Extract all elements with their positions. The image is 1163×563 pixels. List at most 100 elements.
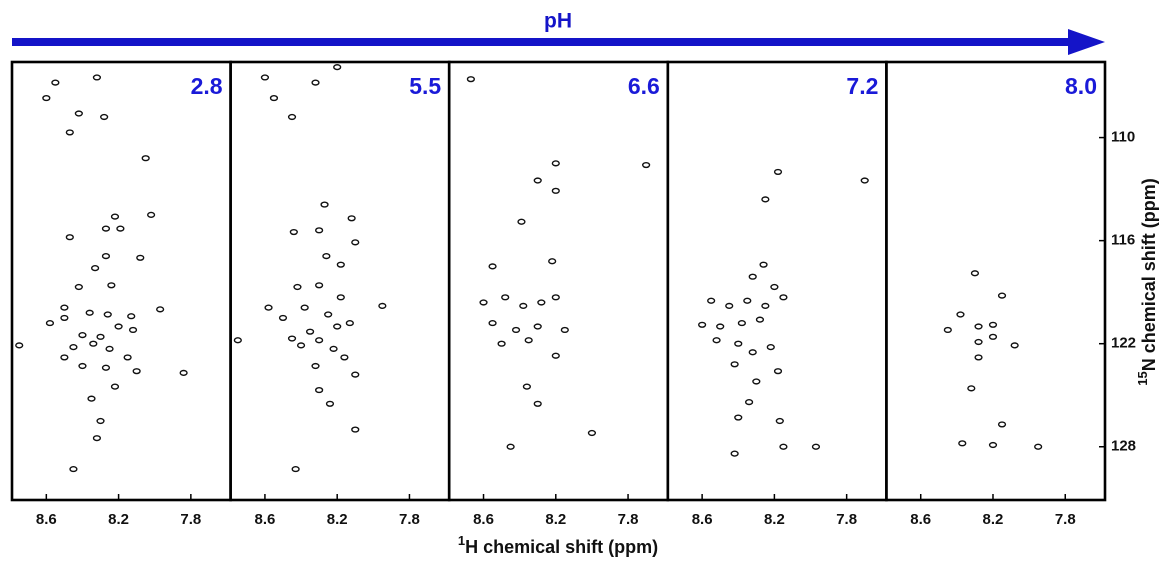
peak [974, 354, 983, 361]
peak [311, 79, 320, 86]
peak [289, 228, 298, 236]
panel-title: 8.0 [1065, 73, 1097, 99]
peak [329, 345, 338, 352]
panel-frame [10, 60, 232, 502]
x-tick-label: 8.2 [327, 511, 348, 528]
peak [488, 263, 497, 270]
x-axis-label: 1H chemical shift (ppm) [458, 533, 658, 556]
peak [105, 345, 114, 352]
peak [497, 340, 506, 347]
x-tick-label: 7.8 [180, 511, 201, 528]
peak [60, 354, 69, 361]
peak [340, 354, 349, 361]
y-axis-label: 15N chemical shift (ppm) [1135, 178, 1158, 386]
peak [65, 234, 74, 241]
peak [974, 338, 983, 346]
peak [734, 340, 743, 347]
x-tick-label: 8.2 [545, 511, 566, 528]
x-tick-label: 8.6 [692, 511, 713, 528]
peak [74, 110, 83, 117]
peak [287, 335, 297, 342]
peak [737, 319, 746, 327]
peak [1010, 342, 1019, 349]
peak [734, 414, 743, 421]
peak [967, 385, 976, 392]
peak [293, 283, 302, 291]
peak [744, 398, 754, 406]
peak [128, 326, 138, 334]
peak [773, 168, 783, 176]
peak [287, 113, 297, 121]
peak [811, 443, 821, 450]
peak [988, 321, 998, 328]
peak [101, 364, 111, 371]
peak [743, 297, 752, 304]
peak [759, 261, 768, 268]
peak [78, 362, 87, 370]
ph-arrow-head [1068, 29, 1105, 55]
peak [87, 395, 96, 402]
peak [779, 294, 788, 301]
peak [716, 323, 725, 330]
peak [92, 435, 102, 442]
peak [511, 326, 521, 334]
peak [501, 294, 510, 301]
panel-frame [666, 60, 888, 502]
peak [264, 304, 273, 311]
peak [522, 383, 531, 390]
panel-frame [229, 60, 451, 502]
x-label-sup: 1 [458, 533, 465, 548]
peak [347, 215, 356, 222]
y-tick-label: 122 [1111, 335, 1136, 352]
x-tick-label: 8.6 [473, 511, 494, 528]
peak [114, 323, 123, 330]
peak [551, 187, 560, 194]
peak [958, 440, 967, 447]
peak [707, 297, 716, 304]
peak [311, 362, 320, 370]
panel-frame [885, 60, 1107, 502]
y-tick-label: 116 [1111, 232, 1135, 249]
peak [315, 386, 324, 394]
peak [587, 429, 597, 437]
peak [997, 421, 1007, 428]
peak [101, 225, 111, 232]
peak [85, 309, 94, 316]
peak [336, 261, 345, 268]
peak [136, 254, 145, 261]
y-label-text: N chemical shift (ppm) [1139, 178, 1159, 371]
x-tick-label: 7.8 [1055, 511, 1076, 528]
peak [642, 161, 651, 169]
peak [761, 196, 770, 203]
peak [351, 239, 360, 246]
peak [305, 328, 315, 335]
x-tick-label: 8.2 [764, 511, 785, 528]
panel-title: 6.6 [628, 73, 660, 99]
peak [107, 282, 116, 289]
y-label-sup: 15 [1135, 371, 1150, 385]
peak [773, 368, 783, 375]
peak [517, 218, 526, 225]
peak [775, 417, 784, 425]
x-label-text: H chemical shift (ppm) [465, 537, 658, 557]
peak [345, 319, 354, 327]
peak [92, 74, 102, 81]
peak [860, 177, 869, 184]
x-tick-label: 8.2 [108, 511, 129, 528]
peak [69, 465, 78, 473]
peak [533, 177, 542, 184]
panel-title: 5.5 [409, 73, 441, 99]
peak [233, 337, 242, 344]
y-tick-label: 128 [1111, 438, 1136, 455]
peak [466, 76, 475, 83]
peak [551, 160, 560, 167]
peak [988, 333, 998, 340]
panel-frame [447, 60, 670, 502]
peak [291, 465, 300, 473]
peak [533, 400, 542, 407]
peak [325, 400, 335, 407]
peak [324, 311, 333, 318]
peak [320, 201, 329, 208]
peak [333, 64, 342, 71]
peak [943, 326, 952, 334]
